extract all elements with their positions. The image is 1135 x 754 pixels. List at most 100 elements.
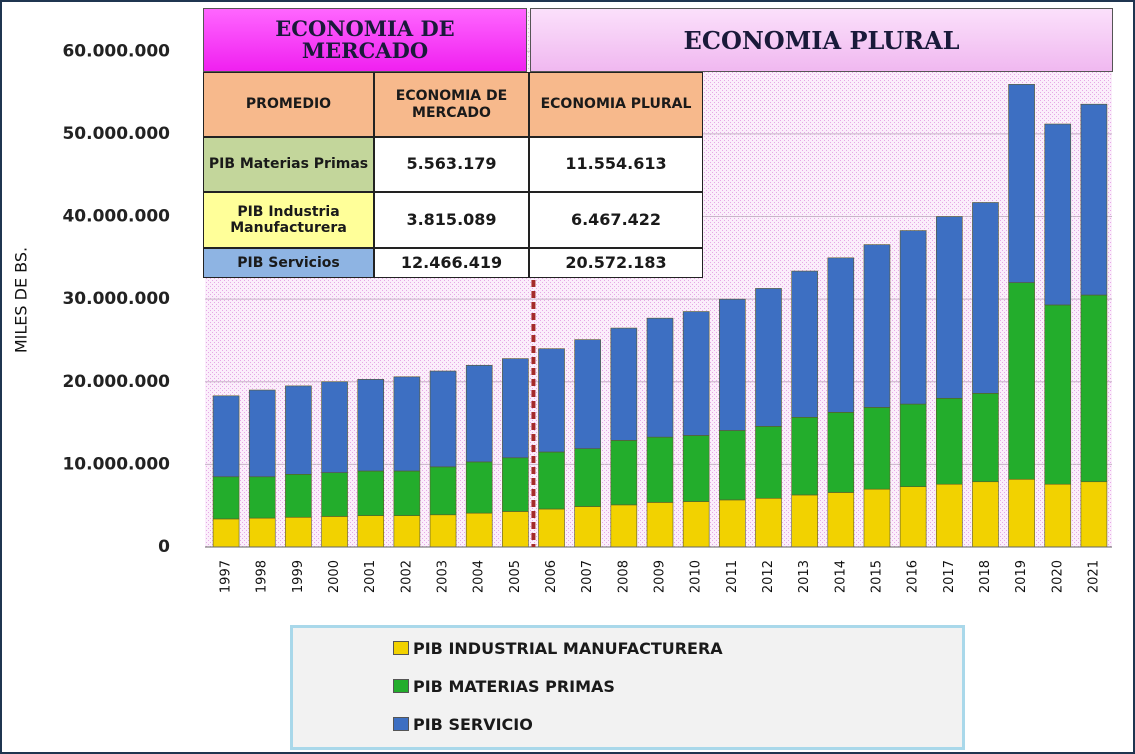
table-cell: 20.572.183 bbox=[529, 248, 703, 278]
bar-segment bbox=[574, 448, 601, 507]
bar-segment bbox=[465, 364, 493, 463]
x-tick-label: 2008 bbox=[616, 560, 631, 593]
bar-segment bbox=[285, 516, 312, 548]
bar-segment bbox=[972, 393, 999, 483]
y-tick-label: 50.000.000 bbox=[62, 124, 170, 144]
x-tick-label: 2004 bbox=[472, 560, 487, 593]
legend-item: PIB SERVICIO bbox=[393, 712, 533, 736]
bar-segment bbox=[935, 397, 963, 485]
bar-segment bbox=[972, 202, 999, 394]
x-tick-label: 2005 bbox=[508, 560, 523, 593]
bar-segment bbox=[863, 488, 891, 548]
bar-segment bbox=[538, 508, 565, 548]
x-tick-label: 2020 bbox=[1050, 560, 1065, 593]
bar-segment bbox=[429, 370, 457, 468]
x-tick-label: 1997 bbox=[219, 560, 234, 593]
x-tick-label: 2015 bbox=[869, 560, 884, 593]
legend-key bbox=[393, 717, 409, 731]
bar-segment bbox=[465, 461, 493, 514]
bar-segment bbox=[899, 403, 927, 487]
bar-segment bbox=[610, 504, 638, 548]
bar-segment bbox=[935, 216, 963, 399]
x-tick-label: 2021 bbox=[1086, 560, 1101, 593]
bar-segment bbox=[899, 486, 927, 548]
bar-segment bbox=[1080, 103, 1108, 296]
y-tick-label: 40.000.000 bbox=[62, 207, 170, 227]
x-tick-label: 2007 bbox=[580, 560, 595, 593]
bar-segment bbox=[248, 476, 276, 519]
bar-segment bbox=[682, 501, 710, 548]
bar-segment bbox=[1008, 282, 1035, 480]
legend-key bbox=[393, 641, 409, 655]
bar-segment bbox=[574, 506, 601, 548]
y-axis-label: MILES DE BS. bbox=[12, 247, 31, 353]
x-tick-label: 2010 bbox=[689, 560, 704, 593]
bar-segment bbox=[610, 440, 638, 506]
bar-segment bbox=[502, 457, 529, 512]
table-row-label: PIB Industria Manufacturera bbox=[203, 192, 374, 248]
bar-segment bbox=[1080, 294, 1108, 483]
legend-item: PIB INDUSTRIAL MANUFACTURERA bbox=[393, 636, 723, 660]
y-tick-label: 10.000.000 bbox=[62, 454, 170, 474]
legend: PIB INDUSTRIAL MANUFACTURERA PIB MATERIAS… bbox=[290, 625, 965, 750]
bar-segment bbox=[393, 470, 421, 516]
x-tick-label: 2000 bbox=[327, 560, 342, 593]
bar-segment bbox=[863, 244, 891, 408]
legend-label: PIB MATERIAS PRIMAS bbox=[413, 676, 615, 696]
table-header-cell: ECONOMIA DE MERCADO bbox=[374, 72, 529, 137]
bar-segment bbox=[1008, 478, 1035, 548]
bar-segment bbox=[538, 348, 565, 453]
bar-segment bbox=[248, 517, 276, 548]
bar-segment bbox=[827, 412, 855, 493]
bar-segment bbox=[646, 502, 674, 548]
bar-segment bbox=[1008, 84, 1035, 283]
x-tick-label: 2001 bbox=[363, 560, 378, 593]
banner: ECONOMIA PLURAL bbox=[530, 8, 1113, 72]
x-tick-label: 2002 bbox=[399, 560, 414, 593]
bar-segment bbox=[1044, 304, 1072, 485]
table-row-label: PIB Materias Primas bbox=[203, 137, 374, 192]
x-tick-label: 1998 bbox=[255, 560, 270, 593]
bar-segment bbox=[827, 492, 855, 548]
bar-segment bbox=[285, 473, 312, 518]
bar-segment bbox=[755, 426, 782, 499]
bar-segment bbox=[1044, 483, 1072, 548]
bar-segment bbox=[610, 327, 638, 441]
bar-segment bbox=[755, 497, 782, 548]
bar-segment bbox=[1080, 481, 1108, 548]
bar-segment bbox=[321, 472, 348, 517]
bar-segment bbox=[393, 376, 421, 472]
legend-label: PIB INDUSTRIAL MANUFACTURERA bbox=[413, 638, 723, 658]
legend-key bbox=[393, 679, 409, 693]
bar-segment bbox=[357, 515, 385, 548]
table-cell: 3.815.089 bbox=[374, 192, 529, 248]
bar-segment bbox=[429, 466, 457, 516]
table-header-cell: PROMEDIO bbox=[203, 72, 374, 137]
y-tick-label: 0 bbox=[158, 537, 170, 557]
x-tick-label: 2016 bbox=[906, 560, 921, 593]
bar-segment bbox=[321, 516, 348, 548]
x-tick-label: 2019 bbox=[1014, 560, 1029, 593]
bar-segment bbox=[791, 270, 818, 418]
bar-segment bbox=[465, 512, 493, 548]
x-tick-label: 1999 bbox=[291, 560, 306, 593]
banner: ECONOMIA DE MERCADO bbox=[203, 8, 527, 72]
x-tick-label: 2006 bbox=[544, 560, 559, 593]
bar-segment bbox=[285, 385, 312, 475]
bar-segment bbox=[502, 511, 529, 548]
bar-segment bbox=[212, 476, 240, 520]
bar-segment bbox=[357, 378, 385, 472]
bar-segment bbox=[429, 514, 457, 548]
legend-label: PIB SERVICIO bbox=[413, 714, 533, 734]
bar-segment bbox=[538, 451, 565, 510]
bar-segment bbox=[863, 407, 891, 490]
bar-segment bbox=[791, 416, 818, 496]
bar-segment bbox=[321, 381, 348, 473]
x-tick-label: 2018 bbox=[978, 560, 993, 593]
table-header-cell: ECONOMIA PLURAL bbox=[529, 72, 703, 137]
x-tick-label: 2013 bbox=[797, 560, 812, 593]
table-cell: 11.554.613 bbox=[529, 137, 703, 192]
y-tick-label: 60.000.000 bbox=[62, 41, 170, 61]
bar-segment bbox=[212, 518, 240, 548]
bar-segment bbox=[248, 389, 276, 478]
